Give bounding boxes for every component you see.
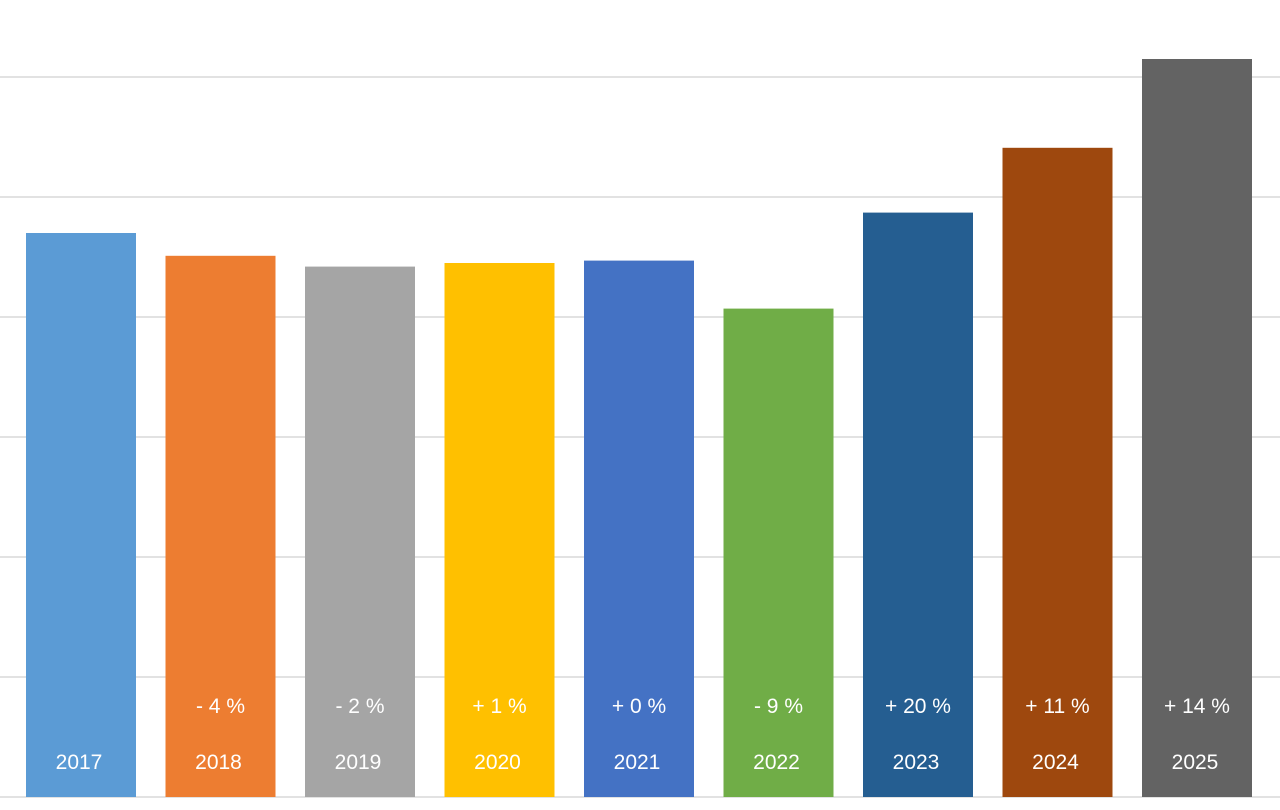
change-label-2020: + 1 % — [472, 695, 526, 718]
category-label-2018: 2018 — [195, 751, 242, 774]
bars — [26, 59, 1252, 798]
change-label-2023: + 20 % — [885, 695, 951, 718]
change-label-2019: - 2 % — [335, 695, 384, 718]
bar-2021 — [584, 260, 694, 798]
category-label-2017: 2017 — [56, 751, 103, 774]
category-label-2025: 2025 — [1172, 751, 1219, 774]
category-label-2021: 2021 — [614, 751, 661, 774]
bar-2017 — [26, 233, 136, 797]
bar-labels: 2017 - 4 % 2018 - 2 % 2019 + 1 % 2020 + 0 % 2021… — [56, 695, 1230, 774]
change-label-2025: + 14 % — [1164, 695, 1230, 718]
bar-2020 — [444, 263, 555, 797]
change-label-2021: + 0 % — [612, 695, 666, 718]
bar-2024 — [1002, 147, 1113, 798]
bar-2025 — [1142, 59, 1252, 797]
category-label-2020: 2020 — [474, 751, 521, 774]
change-label-2018: - 4 % — [196, 695, 245, 718]
category-label-2023: 2023 — [893, 751, 940, 774]
bar-2019 — [305, 266, 415, 798]
category-label-2019: 2019 — [335, 751, 382, 774]
bar-2023 — [863, 212, 973, 798]
category-label-2022: 2022 — [753, 751, 800, 774]
category-label-2024: 2024 — [1032, 751, 1079, 774]
bar-2018 — [165, 255, 276, 798]
change-label-2024: + 11 % — [1025, 695, 1089, 718]
change-label-2022: - 9 % — [754, 695, 803, 718]
bar-2022 — [723, 308, 834, 797]
